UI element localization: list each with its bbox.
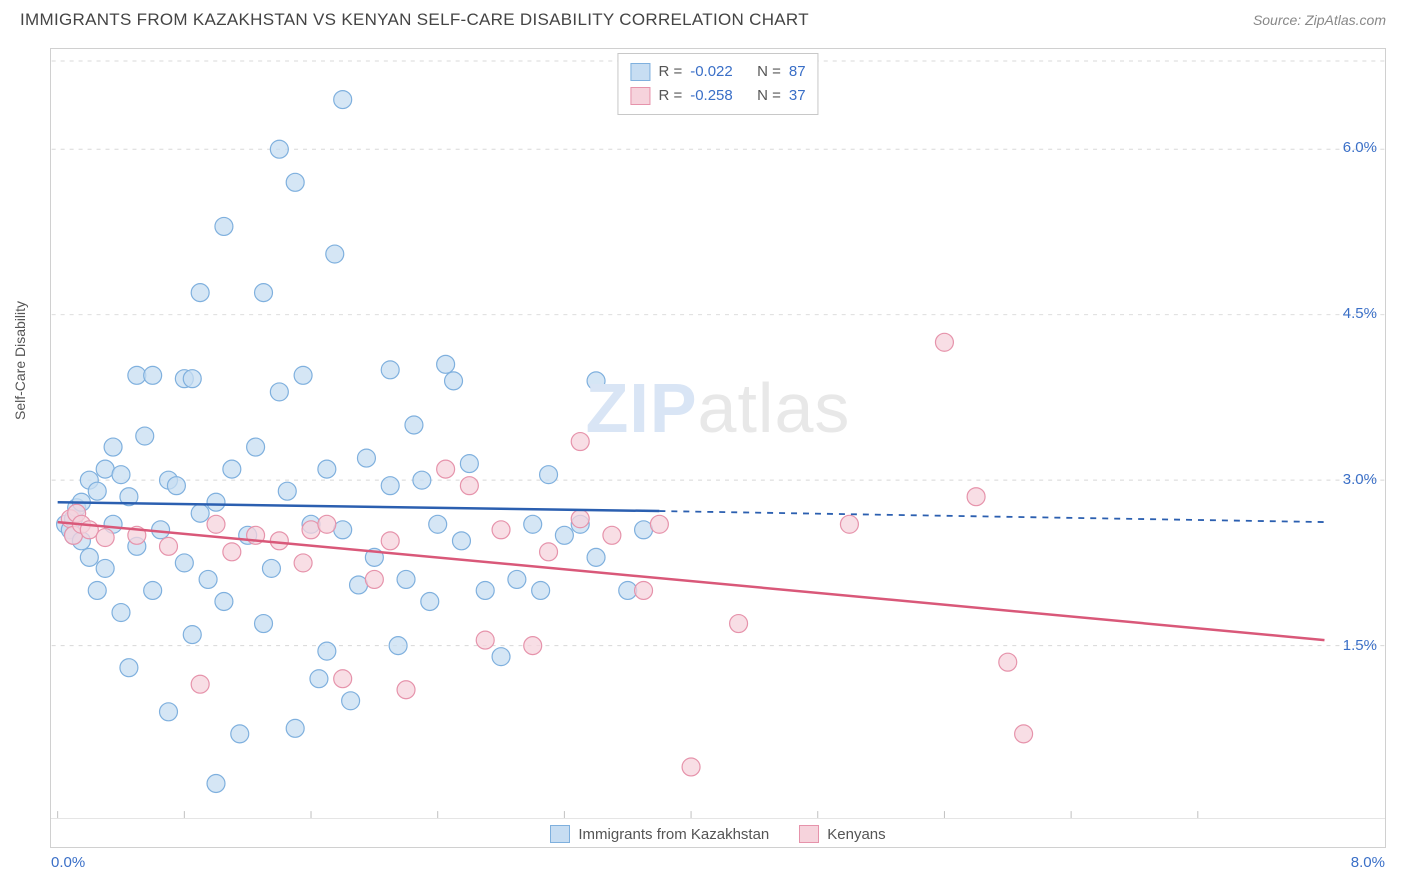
n-value-kenyans: 37	[789, 84, 806, 108]
y-tick-label: 1.5%	[1343, 637, 1377, 654]
legend-stats: R =-0.022 N =87 R =-0.258 N =37	[617, 53, 818, 115]
y-tick-label: 4.5%	[1343, 305, 1377, 322]
swatch-kazakhstan-bottom	[550, 825, 570, 843]
page-title: IMMIGRANTS FROM KAZAKHSTAN VS KENYAN SEL…	[20, 10, 809, 30]
y-tick-label: 6.0%	[1343, 139, 1377, 156]
swatch-kazakhstan	[630, 63, 650, 81]
x-axis-min: 0.0%	[51, 854, 85, 871]
legend-series: Immigrants from Kazakhstan Kenyans	[51, 818, 1385, 847]
chart-container: ZIPatlas R =-0.022 N =87 R =-0.258 N =37…	[50, 48, 1386, 848]
r-value-kenyans: -0.258	[690, 84, 733, 108]
scatter-chart	[51, 49, 1385, 847]
legend-label-kazakhstan: Immigrants from Kazakhstan	[578, 826, 769, 843]
swatch-kenyans	[630, 87, 650, 105]
n-value-kazakhstan: 87	[789, 60, 806, 84]
source-attribution: Source: ZipAtlas.com	[1253, 12, 1386, 28]
y-tick-label: 3.0%	[1343, 471, 1377, 488]
legend-label-kenyans: Kenyans	[827, 826, 885, 843]
swatch-kenyans-bottom	[799, 825, 819, 843]
y-axis-label: Self-Care Disability	[12, 301, 28, 420]
r-value-kazakhstan: -0.022	[690, 60, 733, 84]
x-axis-max: 8.0%	[1351, 854, 1385, 871]
